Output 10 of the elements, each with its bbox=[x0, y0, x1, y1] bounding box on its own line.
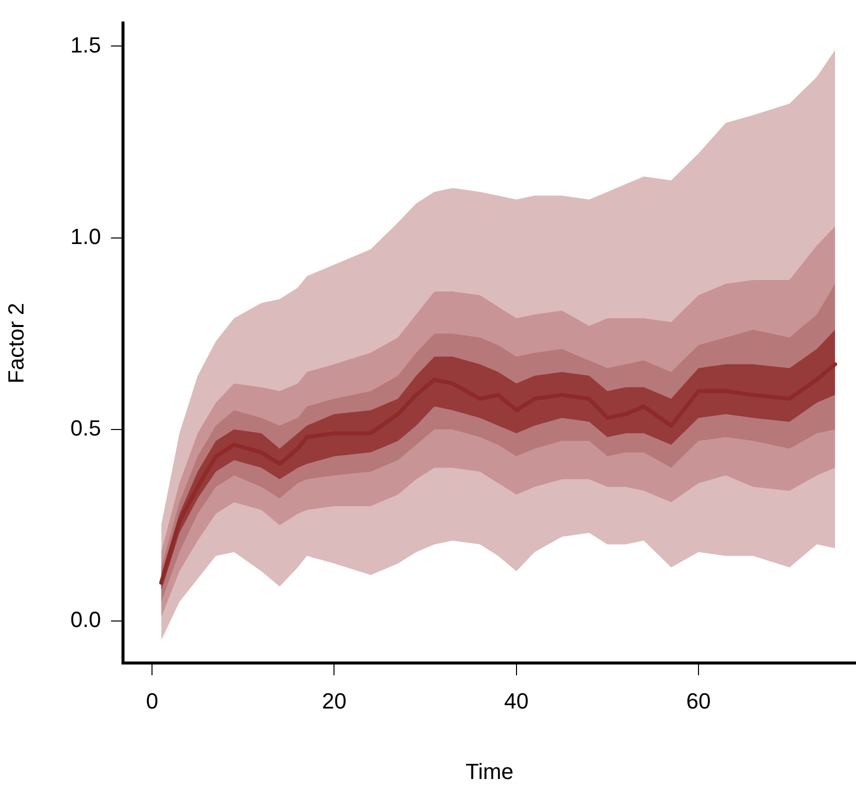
y-axis-title: Factor 2 bbox=[3, 302, 28, 384]
x-tick-label: 0 bbox=[146, 688, 158, 714]
y-tick-label: 1.5 bbox=[70, 32, 101, 58]
x-tick-label: 40 bbox=[504, 688, 529, 714]
x-axis-title: Time bbox=[465, 758, 514, 784]
x-tick-label: 20 bbox=[322, 688, 346, 714]
x-tick-label: 60 bbox=[686, 688, 711, 714]
y-tick-label: 1.0 bbox=[70, 224, 101, 249]
y-tick-label: 0.5 bbox=[70, 415, 101, 440]
y-tick-label: 0.0 bbox=[70, 607, 101, 632]
